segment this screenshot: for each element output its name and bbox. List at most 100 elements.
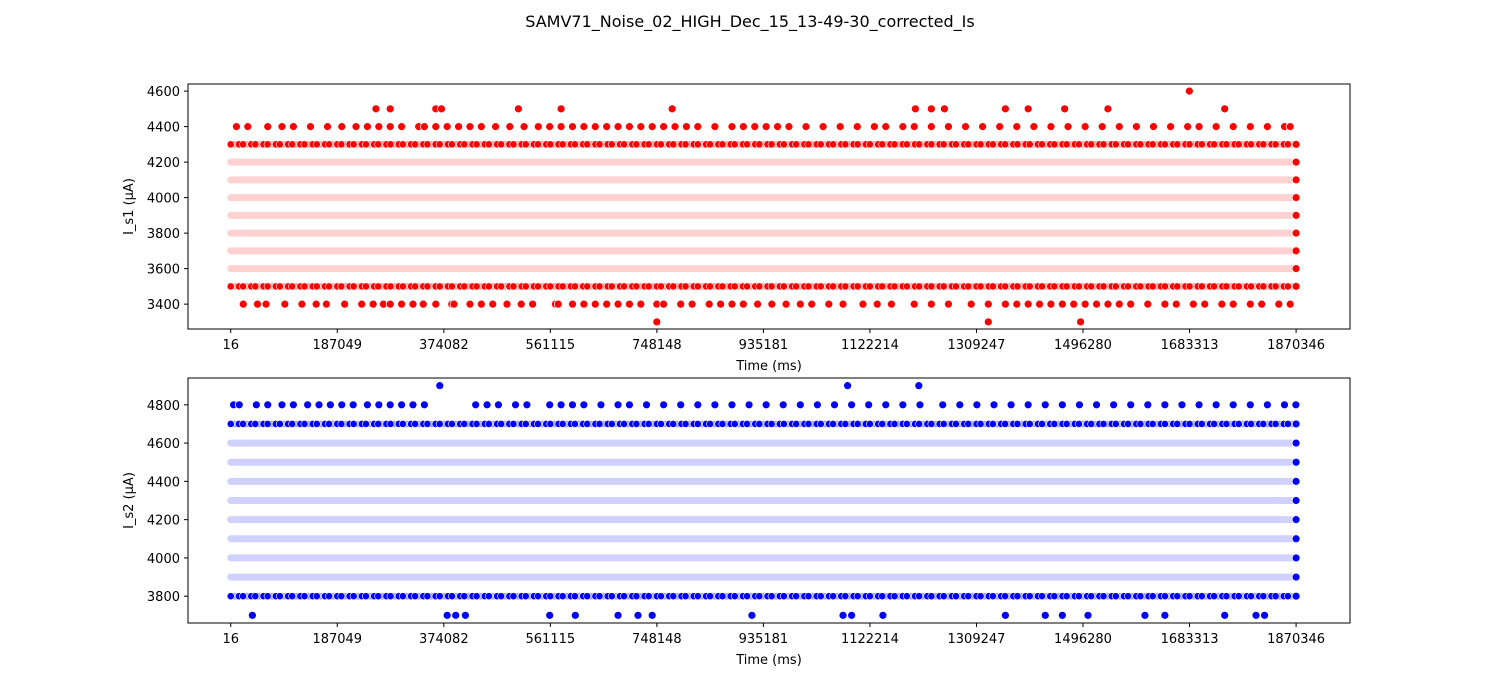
point: [978, 122, 988, 132]
point: [300, 282, 309, 291]
point: [795, 299, 805, 309]
point: [275, 140, 284, 149]
point: [824, 299, 834, 309]
point: [1173, 140, 1182, 149]
point: [801, 122, 811, 132]
point: [1234, 282, 1243, 291]
point: [325, 592, 333, 601]
point: [1173, 420, 1182, 428]
point: [1234, 592, 1243, 601]
point: [1080, 299, 1090, 309]
point: [275, 592, 284, 601]
point: [841, 420, 850, 428]
point: [738, 122, 748, 132]
point: [1259, 282, 1268, 291]
point: [1149, 122, 1158, 132]
point: [448, 592, 456, 601]
point: [546, 592, 555, 601]
point: [1087, 282, 1096, 291]
point: [323, 122, 332, 132]
point: [767, 299, 777, 309]
point: [939, 420, 948, 428]
point: [368, 299, 378, 309]
point: [779, 592, 788, 601]
point: [625, 299, 634, 309]
y-tick-label: 4600: [147, 85, 180, 100]
point: [546, 140, 555, 149]
point: [784, 122, 794, 132]
point: [681, 592, 690, 601]
point: [1103, 104, 1113, 114]
point: [667, 104, 677, 114]
point: [706, 592, 715, 601]
point: [938, 400, 948, 410]
point: [423, 282, 432, 291]
point: [362, 140, 370, 149]
point: [516, 299, 526, 309]
x-tick-label: 187049: [312, 632, 362, 647]
point: [509, 140, 518, 149]
point: [435, 282, 444, 291]
point: [866, 592, 874, 601]
point: [1136, 140, 1145, 149]
point: [263, 400, 273, 410]
point: [1291, 515, 1301, 525]
point: [841, 282, 850, 291]
y-tick-label: 4800: [147, 399, 180, 414]
point: [1271, 592, 1280, 601]
point: [940, 104, 949, 114]
point: [926, 122, 936, 132]
point: [251, 140, 260, 149]
point: [277, 122, 287, 132]
point: [239, 420, 247, 428]
point: [995, 122, 1005, 132]
point: [890, 420, 899, 428]
point: [613, 610, 623, 620]
point: [620, 420, 628, 428]
point: [838, 299, 848, 309]
point: [1210, 282, 1219, 291]
point: [1075, 420, 1083, 428]
point: [1087, 420, 1096, 428]
point: [1234, 140, 1243, 149]
point: [1057, 400, 1067, 410]
point: [989, 400, 999, 410]
point: [1062, 592, 1071, 601]
point: [1136, 592, 1145, 601]
point: [779, 140, 788, 149]
point: [1283, 282, 1292, 291]
y-axis-label: I_s1 (µA): [122, 178, 137, 235]
point: [423, 592, 432, 601]
point: [727, 299, 737, 309]
point: [792, 420, 801, 428]
point: [750, 122, 760, 132]
y-tick-label: 4600: [147, 437, 180, 452]
point: [570, 610, 580, 620]
point: [1075, 282, 1083, 291]
point: [340, 299, 350, 309]
point: [944, 122, 953, 132]
point: [878, 420, 887, 428]
point: [1220, 610, 1230, 620]
point: [472, 592, 481, 601]
point: [385, 400, 395, 410]
point: [595, 282, 604, 291]
point: [325, 140, 333, 149]
point: [1124, 282, 1132, 291]
point: [497, 140, 506, 149]
point: [351, 122, 361, 132]
point: [1283, 592, 1292, 601]
point: [363, 400, 372, 410]
x-tick-label: 748148: [632, 338, 682, 353]
x-tick-label: 16: [222, 338, 239, 353]
point: [1210, 420, 1219, 428]
point: [533, 122, 543, 132]
point: [755, 282, 764, 291]
point: [386, 282, 395, 291]
point: [1263, 122, 1272, 132]
point: [1194, 122, 1204, 132]
point: [253, 299, 262, 309]
point: [1283, 420, 1292, 428]
point: [1038, 140, 1046, 149]
point: [706, 140, 715, 149]
